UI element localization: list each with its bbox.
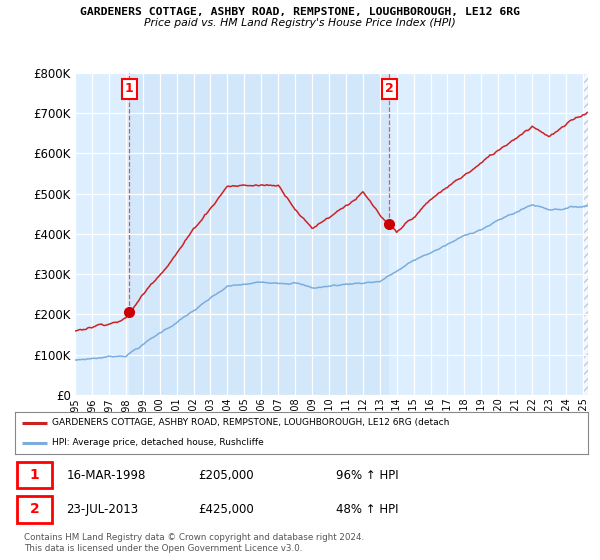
Text: 2: 2 [385, 82, 394, 95]
Text: £425,000: £425,000 [199, 503, 254, 516]
Text: GARDENERS COTTAGE, ASHBY ROAD, REMPSTONE, LOUGHBOROUGH, LE12 6RG: GARDENERS COTTAGE, ASHBY ROAD, REMPSTONE… [80, 7, 520, 17]
Text: HPI: Average price, detached house, Rushcliffe: HPI: Average price, detached house, Rush… [52, 438, 264, 447]
Text: 2: 2 [29, 502, 40, 516]
FancyBboxPatch shape [17, 496, 52, 522]
Text: 1: 1 [29, 468, 40, 482]
Bar [130, 73, 389, 395]
Bar [583, 73, 600, 395]
Text: 23-JUL-2013: 23-JUL-2013 [67, 503, 139, 516]
Text: Price paid vs. HM Land Registry's House Price Index (HPI): Price paid vs. HM Land Registry's House … [144, 18, 456, 29]
Text: GARDENERS COTTAGE, ASHBY ROAD, REMPSTONE, LOUGHBOROUGH, LE12 6RG (detach: GARDENERS COTTAGE, ASHBY ROAD, REMPSTONE… [52, 418, 449, 427]
Text: £205,000: £205,000 [199, 469, 254, 482]
Text: 48% ↑ HPI: 48% ↑ HPI [336, 503, 398, 516]
Text: Contains HM Land Registry data © Crown copyright and database right 2024.
This d: Contains HM Land Registry data © Crown c… [24, 533, 364, 553]
Text: 96% ↑ HPI: 96% ↑ HPI [336, 469, 398, 482]
Text: 1: 1 [125, 82, 134, 95]
FancyBboxPatch shape [17, 462, 52, 488]
Text: 16-MAR-1998: 16-MAR-1998 [67, 469, 146, 482]
